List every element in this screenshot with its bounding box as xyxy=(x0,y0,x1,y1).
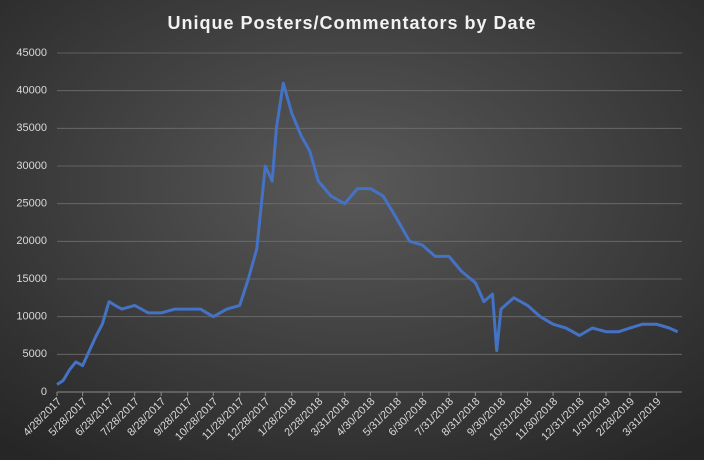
y-tick-label: 40000 xyxy=(16,85,47,97)
y-tick-label: 15000 xyxy=(16,273,47,285)
y-tick-label: 45000 xyxy=(16,47,47,59)
y-tick-label: 25000 xyxy=(16,198,47,210)
y-tick-label: 20000 xyxy=(16,235,47,247)
y-tick-label: 10000 xyxy=(16,311,47,323)
chart-title: Unique Posters/Commentators by Date xyxy=(167,13,536,33)
y-tick-label: 0 xyxy=(41,386,47,398)
y-tick-label: 5000 xyxy=(23,348,47,360)
y-tick-label: 35000 xyxy=(16,122,47,134)
y-tick-label: 30000 xyxy=(16,160,47,172)
data-line xyxy=(56,81,679,386)
